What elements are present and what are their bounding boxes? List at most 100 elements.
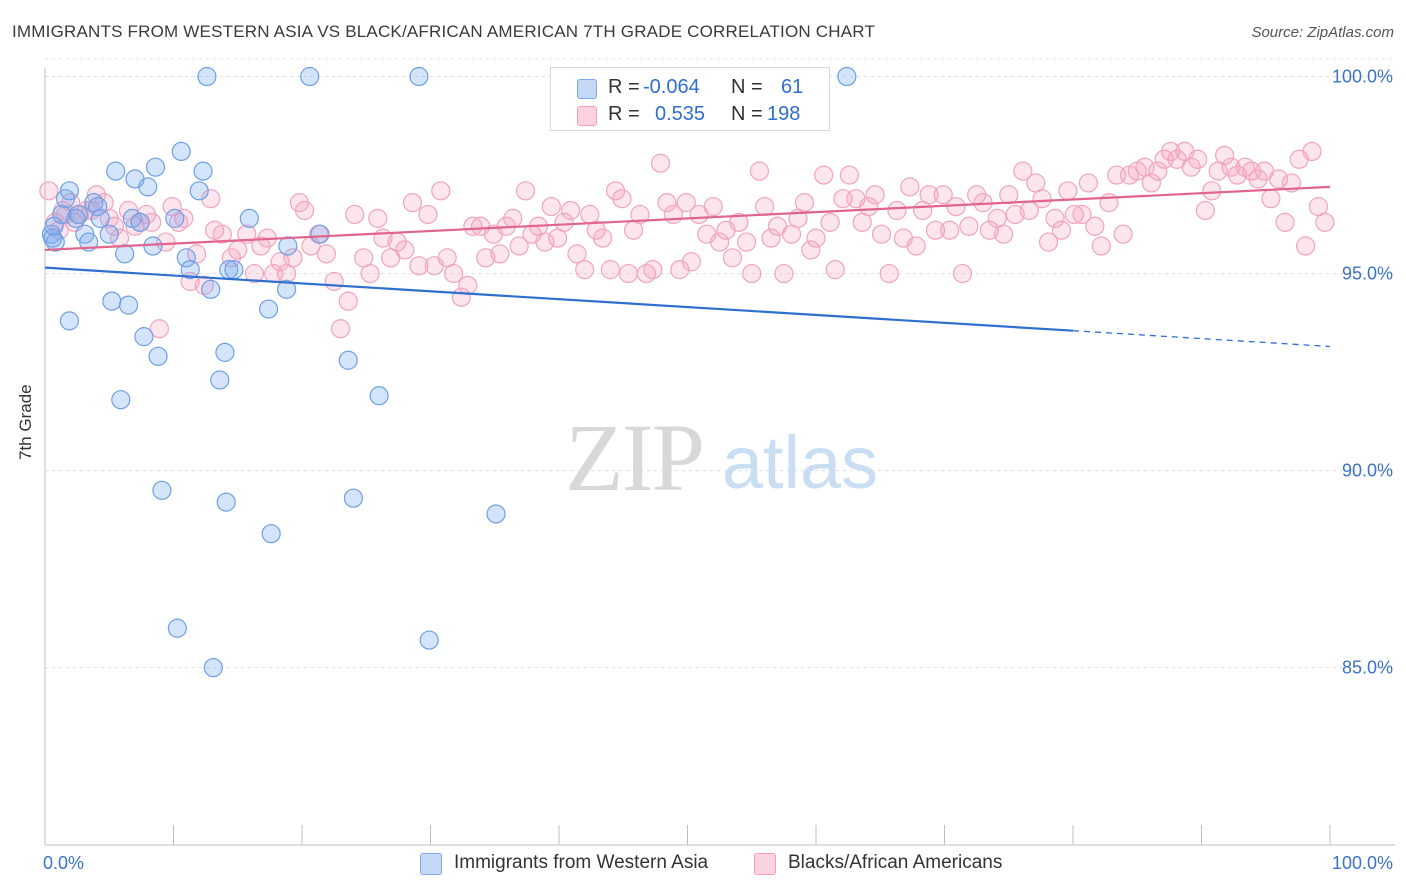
legend-box: R = -0.064 N = 61 R = 0.535 N = 198 — [550, 67, 830, 131]
data-point-western-asia — [300, 66, 320, 87]
data-point-western-asia — [138, 177, 158, 197]
legend-row-blacks: R = 0.535 N = 198 — [551, 103, 829, 129]
data-point-blacks — [360, 263, 380, 284]
data-point-western-asia — [44, 216, 64, 236]
data-point-western-asia — [90, 208, 110, 228]
data-point-western-asia — [106, 161, 126, 181]
data-point-blacks — [1085, 216, 1105, 236]
legend-r-label: R = — [608, 103, 640, 125]
data-point-blacks — [801, 240, 821, 260]
trend-line-blacks — [44, 185, 1331, 252]
data-point-western-asia — [486, 504, 506, 524]
data-point-blacks — [444, 263, 464, 284]
data-point-blacks — [650, 153, 671, 173]
data-point-western-asia — [118, 295, 139, 315]
data-point-blacks — [1227, 165, 1248, 185]
data-point-blacks — [1281, 173, 1302, 193]
data-point-blacks — [515, 181, 536, 201]
data-point-western-asia — [215, 342, 235, 362]
data-point-blacks — [1038, 232, 1059, 252]
data-point-blacks — [933, 185, 953, 205]
data-point-western-asia — [59, 311, 80, 331]
data-point-western-asia — [45, 232, 65, 252]
x-tick-label: 0.0% — [43, 853, 84, 873]
data-point-western-asia — [276, 279, 297, 299]
data-point-blacks — [560, 200, 581, 221]
legend-swatch-blacks — [577, 106, 597, 126]
data-point-blacks — [820, 212, 840, 232]
data-point-blacks — [593, 228, 613, 248]
data-point-blacks — [368, 208, 388, 228]
data-point-blacks — [535, 232, 555, 252]
data-point-blacks — [476, 248, 496, 268]
data-point-blacks — [814, 165, 834, 185]
data-point-blacks — [1051, 220, 1072, 240]
data-point-blacks — [940, 220, 960, 240]
data-point-blacks — [431, 181, 451, 201]
data-point-western-asia — [102, 291, 122, 311]
trend-line-western-asia-extension — [1072, 330, 1331, 348]
data-point-western-asia — [343, 488, 363, 508]
data-point-blacks — [865, 185, 885, 205]
data-point-western-asia — [52, 204, 72, 225]
trend-lines — [44, 185, 1331, 348]
data-point-western-asia — [134, 327, 154, 347]
data-point-blacks — [1188, 149, 1208, 169]
data-point-blacks — [1148, 161, 1168, 181]
data-point-western-asia — [224, 260, 244, 280]
data-point-western-asia — [176, 248, 196, 268]
data-point-western-asia — [310, 224, 330, 244]
data-point-blacks — [879, 263, 899, 284]
data-point-blacks — [1248, 169, 1268, 189]
watermark-zip: ZIP — [565, 404, 703, 511]
data-point-blacks — [1113, 224, 1133, 244]
data-point-blacks — [999, 185, 1019, 205]
data-point-blacks — [994, 224, 1014, 244]
y-tick-label: 95.0% — [1342, 264, 1393, 284]
data-point-western-asia — [180, 260, 200, 280]
data-point-blacks — [959, 216, 979, 236]
y-tick-labels: 85.0% 90.0% 95.0% 100.0% — [1332, 67, 1393, 678]
data-point-blacks — [729, 212, 749, 232]
data-point-blacks — [251, 236, 271, 256]
bottom-legend-swatch-western-asia — [420, 853, 442, 875]
data-point-western-asia — [193, 161, 213, 181]
x-tick-label: 100.0% — [1332, 853, 1393, 873]
data-point-blacks — [742, 263, 762, 284]
data-point-western-asia — [197, 66, 217, 87]
data-point-western-asia — [203, 658, 223, 678]
data-point-blacks — [1058, 181, 1078, 201]
legend-r-value: 0.535 — [655, 103, 706, 125]
data-point-blacks — [270, 252, 290, 272]
data-point-blacks — [630, 204, 650, 225]
legend-row-western-asia: R = -0.064 N = 61 — [551, 76, 829, 102]
data-point-blacks — [338, 291, 358, 311]
data-point-blacks — [722, 248, 743, 268]
data-point-western-asia — [59, 181, 80, 201]
data-point-western-asia — [837, 66, 857, 87]
data-point-blacks — [887, 200, 907, 221]
data-point-blacks — [586, 220, 606, 240]
data-point-blacks — [1268, 169, 1289, 189]
data-point-blacks — [1261, 189, 1281, 209]
data-point-blacks — [395, 240, 415, 260]
data-point-blacks — [244, 263, 265, 284]
data-point-blacks — [1195, 200, 1215, 221]
data-point-blacks — [703, 196, 723, 217]
legend-n-value: 61 — [781, 76, 804, 98]
y-tick-label: 100.0% — [1332, 67, 1393, 87]
data-point-western-asia — [171, 141, 191, 162]
data-point-blacks — [1072, 204, 1092, 225]
data-point-blacks — [825, 260, 845, 280]
data-point-blacks — [1302, 141, 1322, 162]
data-point-blacks — [919, 185, 939, 205]
data-point-western-asia — [261, 524, 281, 544]
data-point-blacks — [541, 196, 561, 217]
data-point-blacks — [710, 232, 730, 252]
data-point-blacks — [509, 236, 529, 256]
data-point-blacks — [871, 224, 892, 244]
data-point-western-asia — [148, 346, 168, 366]
legend-swatch-western-asia — [577, 79, 597, 99]
series-western-asia-points — [41, 66, 857, 678]
watermark-atlas: atlas — [722, 421, 878, 504]
